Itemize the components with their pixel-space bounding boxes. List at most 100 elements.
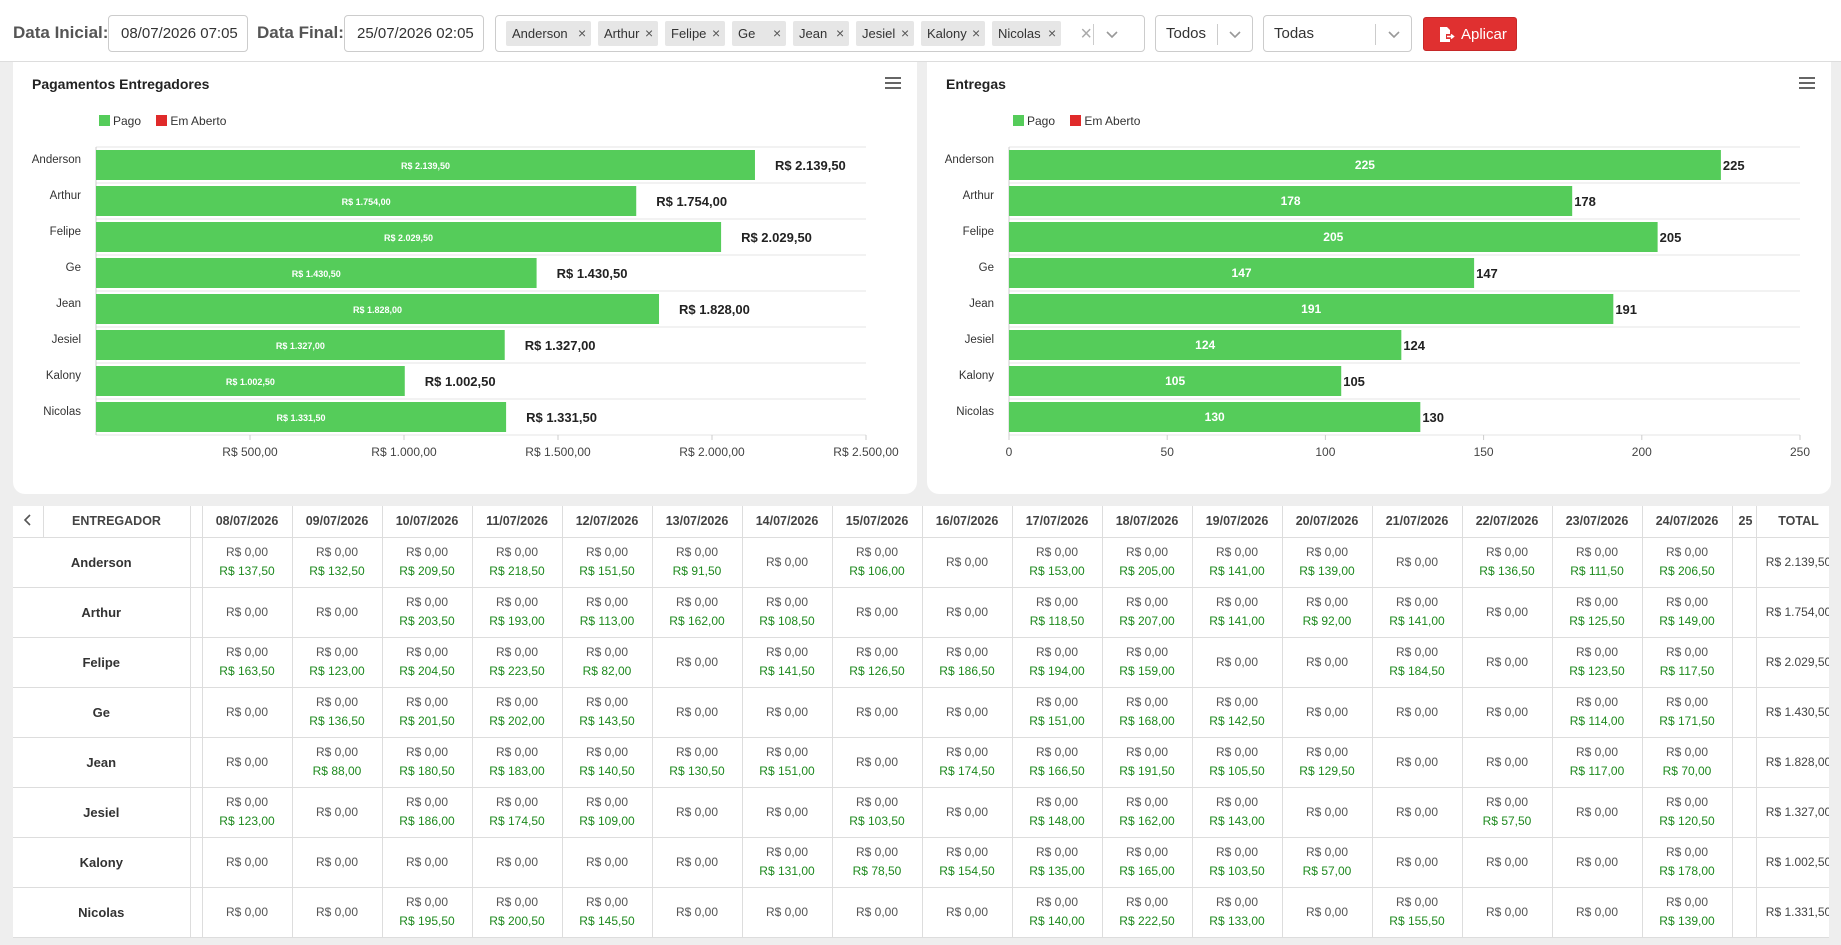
legend-item-pago[interactable]: Pago bbox=[99, 114, 141, 128]
bar-data-label: R$ 1.430,50 bbox=[292, 269, 341, 279]
column-header-date: 24/07/2026 bbox=[1642, 506, 1733, 538]
open-amount: R$ 0,00 bbox=[495, 695, 539, 709]
payments-bar-chart: R$ 500,00 R$ 1.000,00 R$ 1.500,00 R$ 2.000,… bbox=[32, 146, 899, 459]
daily-value-cell: R$ 0,00 R$ 123,50 bbox=[1552, 637, 1643, 688]
payments-chart-title: Pagamentos Entregadores bbox=[32, 76, 210, 92]
remove-chip-icon[interactable]: × bbox=[645, 25, 654, 41]
paid-amount: R$ 108,50 bbox=[759, 614, 815, 628]
open-amount: R$ 0,00 bbox=[1485, 904, 1529, 919]
open-amount: R$ 0,00 bbox=[585, 895, 629, 909]
open-amount: R$ 0,00 bbox=[945, 704, 989, 719]
row-total-cell: R$ 1.002,50 bbox=[1756, 837, 1829, 888]
open-amount: R$ 0,00 bbox=[225, 645, 269, 659]
start-date-input[interactable]: 08/07/2026 07:05 bbox=[108, 15, 248, 52]
open-amount: R$ 0,00 bbox=[675, 654, 719, 669]
remove-chip-icon[interactable]: × bbox=[578, 25, 587, 41]
paid-amount: R$ 109,00 bbox=[579, 814, 635, 828]
open-amount: R$ 0,00 bbox=[585, 795, 629, 809]
bar-total-label: R$ 1.327,00 bbox=[525, 338, 596, 353]
daily-value-cell: R$ 0,00 R$ 151,00 bbox=[1012, 687, 1103, 738]
open-amount: R$ 0,00 bbox=[1035, 645, 1079, 659]
bar-pago bbox=[96, 258, 537, 288]
apply-button[interactable]: Aplicar bbox=[1423, 17, 1517, 51]
daily-value-cell: R$ 0,00 bbox=[652, 637, 743, 688]
end-date-input[interactable]: 25/07/2026 02:05 bbox=[344, 15, 484, 52]
open-amount: R$ 0,00 bbox=[1305, 704, 1349, 719]
open-amount: R$ 0,00 bbox=[405, 895, 449, 909]
open-amount: R$ 0,00 bbox=[1305, 595, 1349, 609]
dropdown-separator bbox=[1093, 24, 1094, 45]
remove-chip-icon[interactable]: × bbox=[972, 25, 981, 41]
category-label: Ge bbox=[979, 262, 994, 274]
bar-total-label: R$ 2.029,50 bbox=[741, 230, 812, 245]
bar-pago bbox=[96, 186, 637, 216]
row-total-cell: R$ 2.029,50 bbox=[1756, 637, 1829, 688]
daily-value-cell: R$ 0,00 bbox=[652, 687, 743, 738]
paid-amount: R$ 105,50 bbox=[1209, 764, 1265, 778]
x-tick-label: 150 bbox=[1474, 445, 1494, 459]
table-row: Anderson R$ 0,00 R$ 137,50 R$ 0,00 R$ 132,50… bbox=[13, 537, 1829, 588]
open-amount: R$ 0,00 bbox=[1305, 904, 1349, 919]
paid-amount: R$ 155,50 bbox=[1389, 914, 1445, 928]
column-header-date: 20/07/2026 bbox=[1282, 506, 1373, 538]
remove-chip-icon[interactable]: × bbox=[712, 25, 721, 41]
open-amount: R$ 0,00 bbox=[945, 554, 989, 569]
column-header-date: 21/07/2026 bbox=[1372, 506, 1463, 538]
courier-multiselect[interactable]: × Anderson × Arthur × Felipe × Ge × Jean × Jesiel ×… bbox=[495, 15, 1145, 52]
column-header-date: 22/07/2026 bbox=[1462, 506, 1553, 538]
chevron-down-icon[interactable] bbox=[1226, 25, 1244, 43]
table-row: Ge R$ 0,00 R$ 0,00 R$ 136,50 R$ 0,00 R$ 201,5… bbox=[13, 687, 1829, 738]
daily-value-cell: R$ 0,00 bbox=[832, 687, 923, 738]
paid-amount: R$ 141,00 bbox=[1389, 614, 1445, 628]
remove-chip-icon[interactable]: × bbox=[1048, 25, 1057, 41]
remove-chip-icon[interactable]: × bbox=[773, 25, 782, 41]
daily-value-cell: R$ 0,00 R$ 222,50 bbox=[1102, 887, 1193, 938]
hamburger-menu-icon[interactable] bbox=[1799, 77, 1815, 89]
hamburger-menu-icon[interactable] bbox=[885, 77, 901, 89]
column-header-date: 08/07/2026 bbox=[202, 506, 293, 538]
daily-value-cell: R$ 0,00 R$ 113,00 bbox=[562, 587, 653, 638]
courier-name-cell: Jesiel bbox=[13, 787, 191, 838]
status-select[interactable]: Todos bbox=[1155, 15, 1253, 52]
clear-selection-icon[interactable]: × bbox=[1080, 23, 1092, 45]
open-amount: R$ 0,00 bbox=[585, 595, 629, 609]
daily-value-cell: R$ 0,00 bbox=[922, 537, 1013, 588]
second-filter-select[interactable]: Todas bbox=[1263, 15, 1412, 52]
table-prev-button[interactable] bbox=[13, 506, 44, 538]
daily-value-cell: R$ 0,00 bbox=[292, 787, 383, 838]
remove-chip-icon[interactable]: × bbox=[836, 25, 845, 41]
daily-value-cell: R$ 0,00 bbox=[1282, 687, 1373, 738]
courier-chip: Ge × bbox=[732, 21, 786, 46]
daily-value-cell: R$ 0,00 R$ 174,50 bbox=[922, 737, 1013, 788]
daily-value-cell: R$ 0,00 R$ 218,50 bbox=[472, 537, 563, 588]
paid-amount: R$ 123,00 bbox=[309, 664, 365, 678]
paid-amount: R$ 207,00 bbox=[1119, 614, 1175, 628]
legend-item-em-aberto[interactable]: Em Aberto bbox=[1070, 114, 1140, 128]
open-amount: R$ 0,00 bbox=[675, 804, 719, 819]
dropdown-separator bbox=[1217, 24, 1218, 45]
paid-amount: R$ 57,00 bbox=[1302, 864, 1352, 878]
legend-item-pago[interactable]: Pago bbox=[1013, 114, 1055, 128]
open-amount: R$ 0,00 bbox=[945, 645, 989, 659]
paid-amount: R$ 184,50 bbox=[1389, 664, 1445, 678]
payments-chart-card: Pagamentos Entregadores Pago Em Aberto R… bbox=[13, 62, 917, 494]
paid-amount: R$ 123,00 bbox=[219, 814, 275, 828]
open-amount: R$ 0,00 bbox=[1305, 654, 1349, 669]
bar-data-label: 105 bbox=[1165, 374, 1185, 388]
daily-value-cell: R$ 0,00 R$ 163,50 bbox=[202, 637, 293, 688]
bar-total-label: 130 bbox=[1422, 410, 1444, 425]
legend-item-em-aberto[interactable]: Em Aberto bbox=[156, 114, 226, 128]
paid-amount: R$ 131,00 bbox=[759, 864, 815, 878]
column-header-date: 09/07/2026 bbox=[292, 506, 383, 538]
daily-value-cell: R$ 0,00 bbox=[742, 887, 833, 938]
bar-pago bbox=[1009, 258, 1475, 288]
daily-value-cell: R$ 0,00 R$ 125,50 bbox=[1552, 587, 1643, 638]
chevron-down-icon[interactable] bbox=[1103, 25, 1121, 43]
remove-chip-icon[interactable]: × bbox=[901, 25, 910, 41]
bar-total-label: R$ 1.754,00 bbox=[656, 194, 727, 209]
chevron-down-icon[interactable] bbox=[1385, 25, 1403, 43]
x-tick-label: 0 bbox=[1006, 445, 1013, 459]
courier-chip-label: Anderson bbox=[512, 26, 568, 41]
bar-pago bbox=[1009, 222, 1658, 252]
daily-value-cell: R$ 0,00 R$ 194,00 bbox=[1012, 637, 1103, 688]
